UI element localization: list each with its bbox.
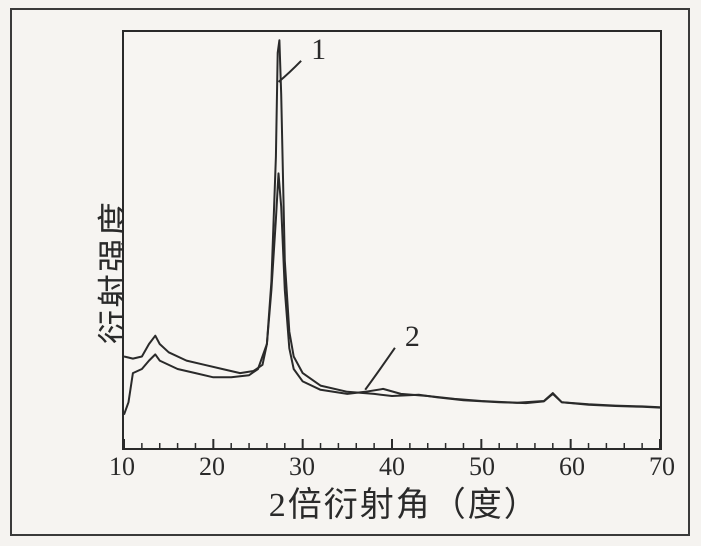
x-tick: 10 [109,452,135,482]
x-tick: 70 [649,452,675,482]
plot-area: 12 [122,30,662,450]
x-axis-label: 2倍衍射角（度） [269,477,540,526]
annotation-arrow [279,61,302,82]
curve-2 [124,173,660,414]
x-tick: 60 [559,452,585,482]
annotation-arrow [365,348,395,390]
x-tick: 20 [199,452,225,482]
chart-svg: 12 [124,32,660,448]
annotation-label: 1 [311,33,326,66]
outer-frame: 衍射强度 12 10203040506070 2倍衍射角（度） [10,8,690,536]
annotation-label: 2 [405,320,420,353]
